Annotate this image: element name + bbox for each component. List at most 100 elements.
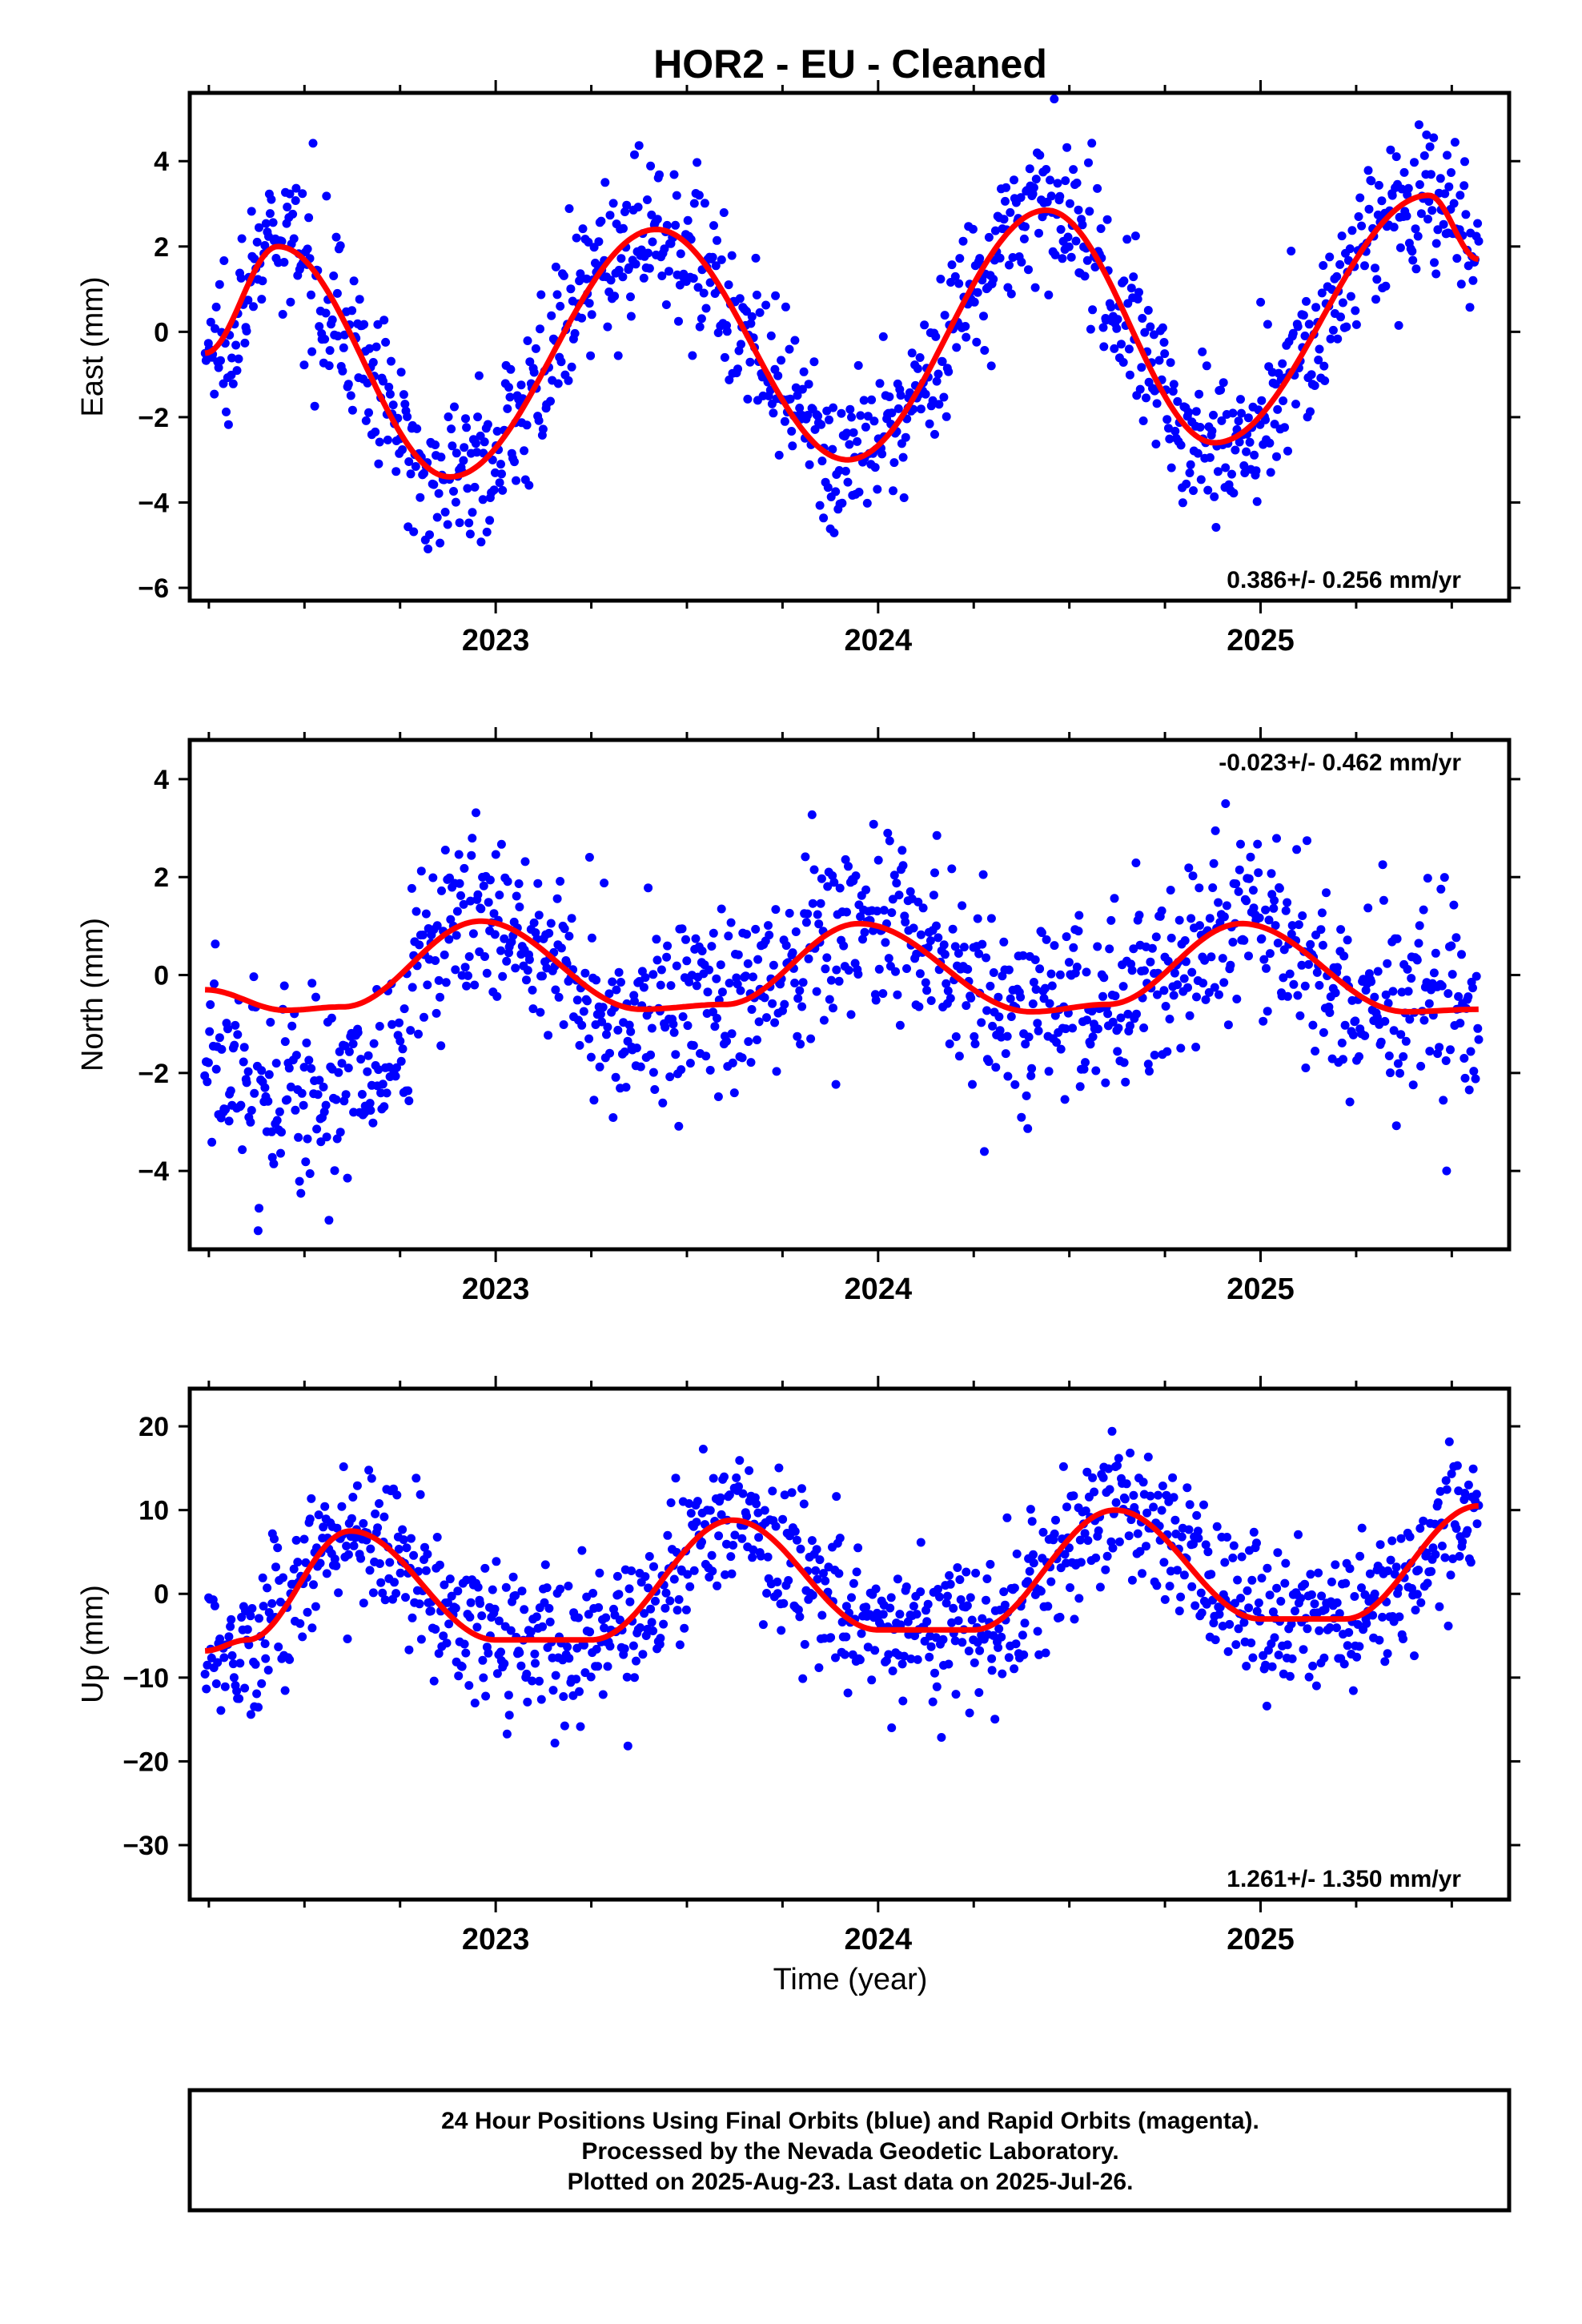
up-point [1146, 1491, 1155, 1501]
up-point [742, 1511, 752, 1521]
north-point [446, 915, 456, 924]
up-point [913, 1655, 922, 1664]
north-point [1017, 1112, 1026, 1122]
north-point [404, 1086, 413, 1096]
east-point [1113, 315, 1122, 324]
north-point [1376, 1037, 1386, 1047]
up-point [798, 1674, 808, 1683]
north-point [1101, 1078, 1110, 1088]
north-point [626, 1027, 636, 1036]
up-point [477, 1611, 487, 1621]
up-point [479, 1673, 488, 1683]
up-point [280, 1686, 290, 1695]
up-point [494, 1616, 504, 1626]
up-point [893, 1574, 902, 1584]
north-point [873, 855, 883, 865]
east-point [448, 441, 457, 451]
east-point [1307, 370, 1316, 380]
north-point [1396, 1030, 1406, 1039]
up-point [1105, 1485, 1114, 1494]
north-point [1319, 1027, 1328, 1037]
north-point [691, 934, 701, 943]
up-point [683, 1570, 693, 1579]
north-point [823, 882, 833, 891]
up-point [1120, 1494, 1130, 1504]
north-point [1275, 883, 1284, 893]
east-point [859, 396, 869, 405]
north-point [1234, 887, 1243, 896]
east-point [930, 429, 939, 439]
north-point [243, 1067, 253, 1076]
up-point [523, 1697, 532, 1707]
north-point [1281, 906, 1291, 915]
east-point [1209, 410, 1218, 420]
east-point [461, 414, 470, 424]
north-point [1103, 1009, 1113, 1019]
east-point [940, 311, 950, 320]
up-point [235, 1659, 245, 1668]
up-point [1380, 1657, 1390, 1667]
up-point [1472, 1490, 1481, 1499]
east-point [257, 295, 267, 304]
north-point [856, 912, 865, 922]
up-point [871, 1584, 881, 1594]
north-point [1270, 896, 1279, 905]
east-point [1337, 231, 1347, 241]
east-point [618, 272, 628, 282]
east-point [1311, 303, 1321, 312]
up-point [899, 1651, 909, 1661]
east-point [863, 412, 873, 421]
east-point [1058, 254, 1067, 263]
up-point [542, 1583, 552, 1593]
east-point [932, 376, 942, 386]
up-point [966, 1593, 975, 1602]
east-point [1210, 492, 1219, 501]
up-point [500, 1659, 509, 1668]
north-point [1248, 886, 1258, 895]
up-point [246, 1710, 255, 1719]
north-point [1318, 940, 1327, 950]
east-point [1229, 489, 1239, 498]
up-point [264, 1608, 274, 1617]
east-point [495, 478, 504, 488]
north-point [1004, 965, 1014, 975]
north-point [1215, 990, 1223, 999]
up-point [758, 1620, 768, 1630]
north-point [392, 1063, 401, 1072]
up-point [252, 1689, 262, 1699]
east-point [643, 195, 652, 204]
up-point [390, 1578, 399, 1587]
east-point [412, 424, 422, 433]
up-point [470, 1699, 480, 1708]
up-point [1414, 1566, 1423, 1574]
north-point [1399, 1051, 1408, 1061]
x-tick-label: 2024 [845, 1923, 913, 1956]
up-point [1051, 1515, 1060, 1525]
north-point [652, 955, 662, 965]
east-point [215, 279, 224, 289]
north-point [1304, 959, 1313, 969]
north-point [658, 1098, 668, 1108]
north-point [534, 911, 544, 920]
x-tick-label: 2025 [1227, 1923, 1295, 1956]
north-point [589, 1096, 599, 1105]
north-point [564, 931, 574, 941]
north-point [1439, 873, 1449, 883]
north-point [710, 1022, 720, 1031]
east-point [631, 259, 640, 269]
east-point [1062, 143, 1072, 152]
up-point [271, 1562, 280, 1572]
east-point [1416, 209, 1426, 219]
y-tick-label: 2 [154, 232, 169, 263]
north-point [736, 986, 745, 995]
east-point [1315, 344, 1324, 354]
up-point [1126, 1448, 1135, 1458]
north-point [1471, 1074, 1480, 1084]
east-point [913, 364, 922, 373]
east-point [1377, 196, 1387, 206]
up-point [1170, 1515, 1180, 1525]
east-point [1185, 468, 1195, 477]
north-point [436, 1041, 446, 1051]
east-point [1072, 179, 1082, 187]
east-point [634, 141, 644, 151]
